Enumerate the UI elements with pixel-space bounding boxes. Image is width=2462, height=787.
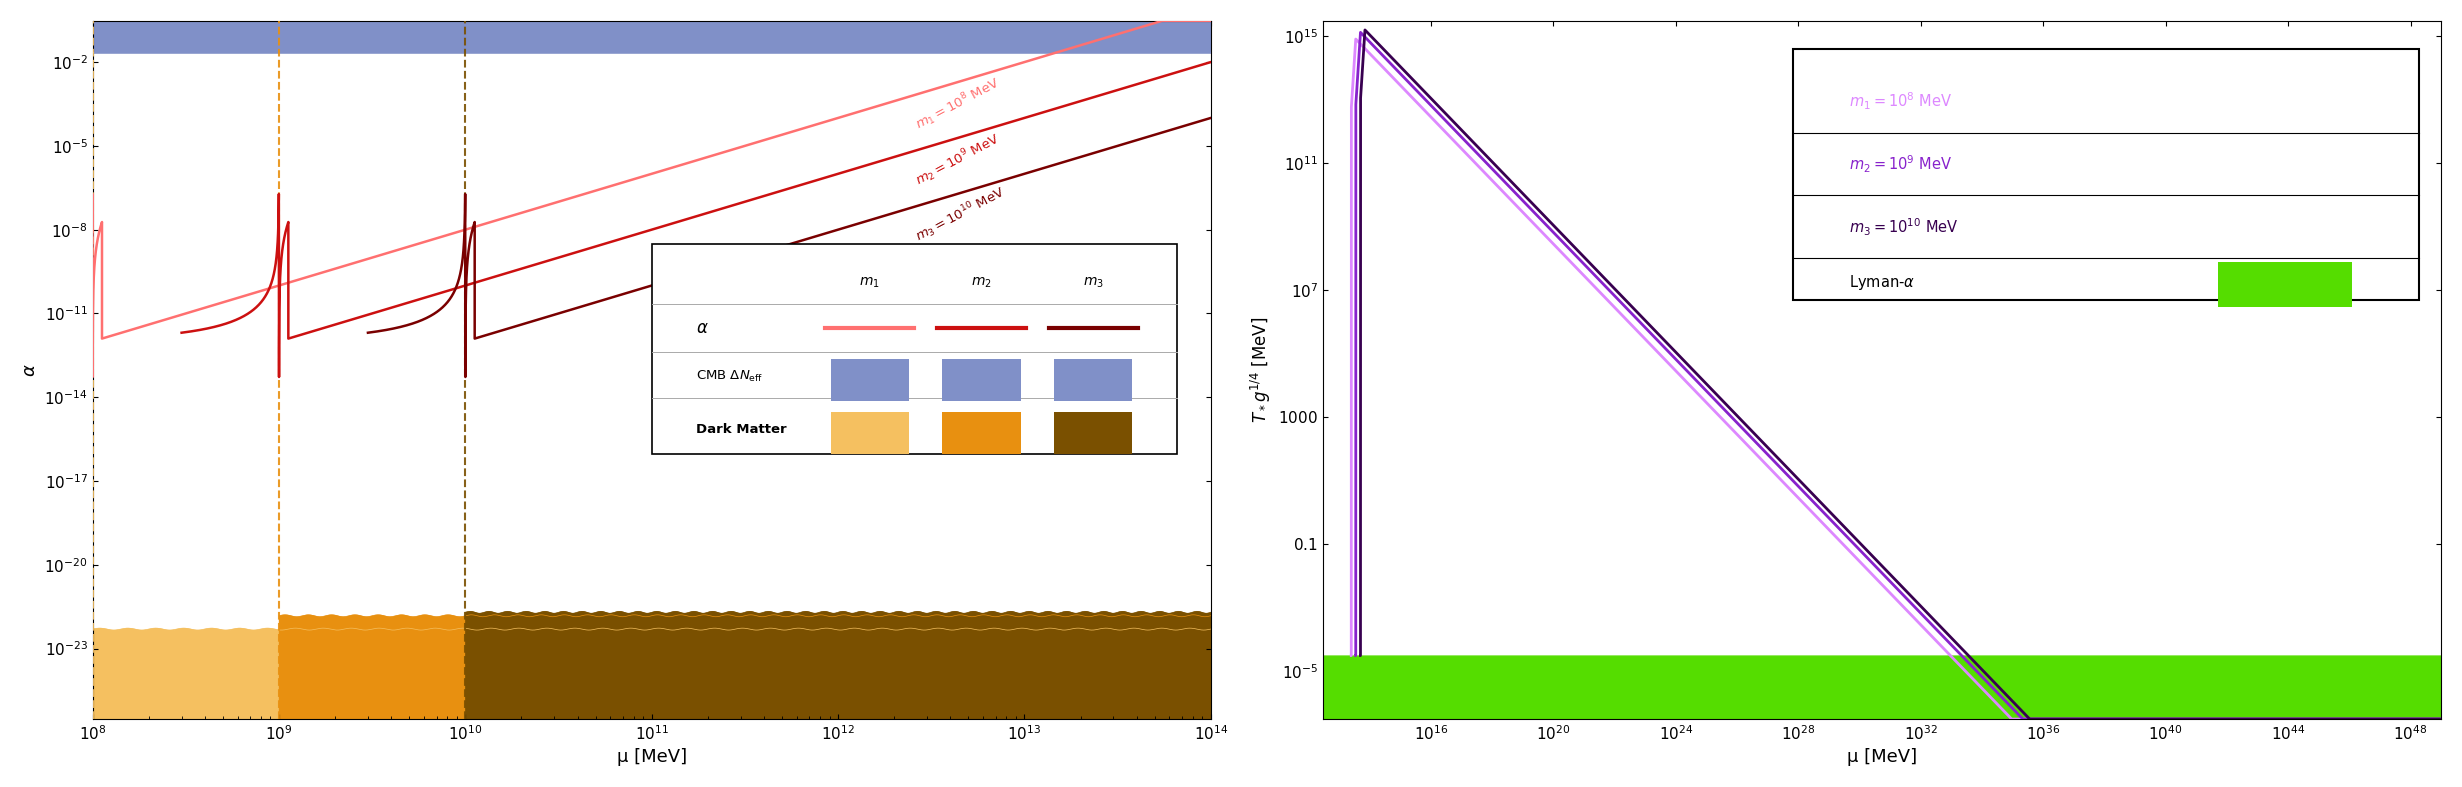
- Text: $m_3=10^{10}$ MeV: $m_3=10^{10}$ MeV: [1849, 216, 1957, 238]
- Text: $m_1=10^8$ MeV: $m_1=10^8$ MeV: [1849, 91, 1952, 112]
- Text: CMB $\Delta N_{\rm eff}$: CMB $\Delta N_{\rm eff}$: [697, 369, 763, 385]
- Point: [916, 512, 945, 521]
- Text: Lyman-$\alpha$: Lyman-$\alpha$: [1849, 273, 1915, 292]
- Text: $m_3=10^{10}$ MeV: $m_3=10^{10}$ MeV: [913, 183, 1009, 246]
- FancyBboxPatch shape: [652, 244, 1177, 454]
- Text: $m_3$: $m_3$: [1083, 275, 1103, 290]
- Bar: [943, 412, 1022, 454]
- Bar: [830, 360, 908, 401]
- Point: [926, 510, 955, 519]
- Text: $m_1$: $m_1$: [859, 275, 879, 290]
- Y-axis label: α: α: [20, 364, 39, 376]
- FancyBboxPatch shape: [1792, 49, 2418, 300]
- Text: $m_1=10^8$ MeV: $m_1=10^8$ MeV: [913, 73, 1004, 134]
- Text: Dark Matter: Dark Matter: [697, 423, 788, 436]
- Bar: [1054, 412, 1133, 454]
- Y-axis label: $T_* g^{1/4}$ [MeV]: $T_* g^{1/4}$ [MeV]: [1248, 316, 1273, 423]
- Point: [926, 512, 955, 521]
- Bar: [830, 412, 908, 454]
- Bar: [1054, 360, 1133, 401]
- X-axis label: μ [MeV]: μ [MeV]: [1846, 748, 1918, 767]
- Bar: [2218, 262, 2351, 307]
- Text: $\alpha$: $\alpha$: [697, 319, 709, 337]
- Point: [916, 513, 945, 523]
- X-axis label: μ [MeV]: μ [MeV]: [616, 748, 687, 767]
- Point: [926, 513, 955, 523]
- Text: $m_2=10^9$ MeV: $m_2=10^9$ MeV: [913, 129, 1004, 190]
- Bar: [943, 360, 1022, 401]
- Point: [916, 510, 945, 519]
- Text: $m_2$: $m_2$: [970, 275, 992, 290]
- Text: $m_2=10^9$ MeV: $m_2=10^9$ MeV: [1849, 153, 1952, 175]
